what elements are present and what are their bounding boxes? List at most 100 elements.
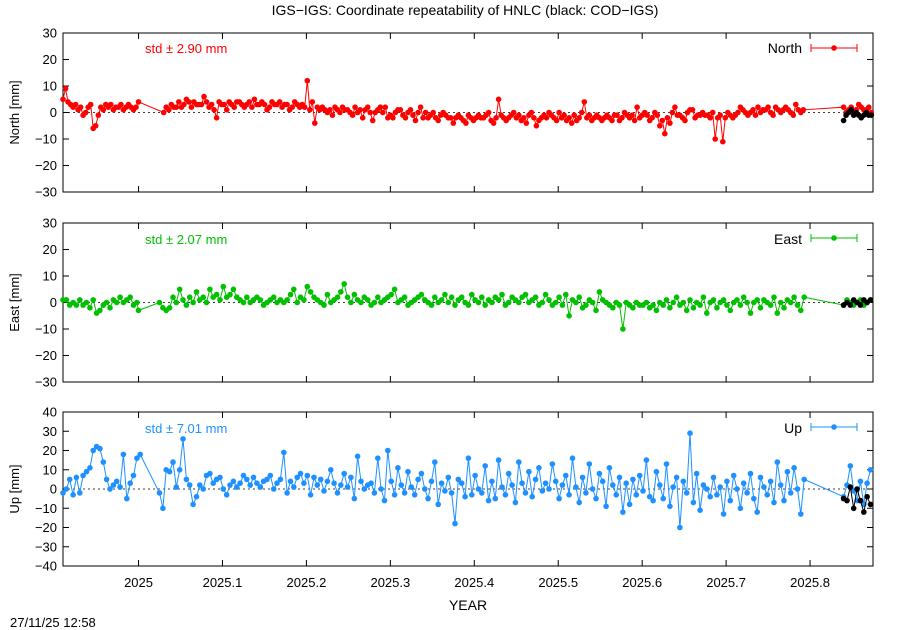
panel-up-igs-point <box>113 478 120 485</box>
panel-up-igs-point <box>633 492 640 498</box>
panel-up-igs-point <box>200 486 206 492</box>
panel-up-igs-point <box>328 467 334 473</box>
panel-up-ytick-label: 40 <box>43 405 57 420</box>
panel-north-igs-point <box>450 120 457 126</box>
panel-east-igs-point <box>200 294 206 301</box>
panel-up-ytick-label: −20 <box>35 520 57 535</box>
panel-east-igs-point <box>364 297 371 303</box>
panel-east-igs-point <box>156 299 163 306</box>
panel-north-igs-point <box>377 104 384 110</box>
panel-up-igs-point <box>663 461 670 467</box>
panel-east-igs-point <box>740 294 747 301</box>
panel-up-igs-point <box>495 457 502 463</box>
panel-north-igs-point <box>689 107 696 113</box>
panel-north-igs-point <box>581 99 588 105</box>
panel-east-igs-point <box>700 294 707 301</box>
panel-east-igs-point <box>593 307 599 314</box>
panel-north-igs-point <box>100 107 107 113</box>
panel-up-igs-point <box>857 478 864 485</box>
x-axis-label: YEAR <box>449 597 487 613</box>
panel-north-igs-point <box>284 101 290 108</box>
panel-north-igs-point <box>312 120 318 126</box>
panel-north-igs-point <box>221 101 227 108</box>
panel-east-igs-point <box>724 302 730 308</box>
panel-east-igs-point <box>127 294 133 301</box>
panel-north-igs-point <box>840 104 847 110</box>
panel-up-igs-point <box>351 495 358 502</box>
panel-north-igs-point <box>576 115 582 121</box>
panel-north: −30 −20 −10 0 10 20 30 North [mm] std ± 2.90 m… <box>7 26 875 200</box>
panel-up-igs-point <box>489 478 495 485</box>
panel-east-igs-point <box>643 299 650 306</box>
panel-north-igs-point <box>367 109 374 116</box>
panel-north-igs-point <box>304 77 311 84</box>
legend-point <box>831 45 837 51</box>
panel-north-igs-point <box>357 107 363 113</box>
panel-up-igs-point <box>183 476 190 483</box>
panel-east-igs-point <box>727 307 734 314</box>
panel-east-igs-point <box>304 283 311 290</box>
panel-east-cod-point <box>857 302 864 308</box>
panel-up-igs-point <box>110 482 117 488</box>
panel-up-igs-point <box>334 490 341 496</box>
panel-up-igs-point <box>415 476 421 483</box>
panel-east-igs-point <box>452 302 458 308</box>
panel-up-cod-point <box>857 497 864 504</box>
panel-up-igs-point <box>499 484 505 490</box>
panel-up-igs-point <box>341 470 348 477</box>
panel-up-ytick-label: −40 <box>35 559 57 574</box>
panel-up-igs-point <box>391 492 398 498</box>
panel-east-igs-point <box>777 299 784 306</box>
panel-east-igs-point <box>338 289 344 295</box>
panel-up-igs-point <box>620 509 626 515</box>
panel-up-igs-point <box>130 472 137 479</box>
panel-north-igs-point <box>659 117 666 124</box>
panel-north-igs-point <box>246 99 253 105</box>
panel-north-igs-point <box>717 112 723 118</box>
panel-up-ylabel: Up [mm] <box>7 464 22 513</box>
panel-north-igs-point <box>198 101 205 108</box>
panel-east-igs-point <box>566 313 572 319</box>
panel-east-igs-point <box>270 294 277 301</box>
panel-up-igs-point <box>566 492 572 498</box>
panel-east-igs-point <box>321 302 327 308</box>
panel-up-igs-point <box>569 455 576 462</box>
panel-north-igs-point <box>186 99 192 105</box>
panel-up-igs-point <box>368 480 374 487</box>
panel-north-igs-point <box>631 117 638 124</box>
panel-up-cod-point <box>854 486 860 492</box>
panel-east-igs-point <box>704 310 710 316</box>
panel-up-igs-point <box>630 476 636 483</box>
panel-up-igs-point <box>791 465 797 471</box>
panel-up-igs-point <box>751 495 757 502</box>
panel-north-igs-point <box>420 115 426 121</box>
panel-up-igs-point <box>137 451 143 458</box>
panel-east-igs-point <box>563 291 569 298</box>
panel-up-ytick-label: −30 <box>35 539 57 554</box>
panel-north-igs-point <box>249 104 255 110</box>
panel-east-igs-point <box>482 302 489 308</box>
panel-up-igs-point <box>331 480 337 487</box>
panel-up-igs-point <box>418 470 425 477</box>
panel-north-igs-point <box>77 104 84 110</box>
panel-north-igs-point <box>173 104 180 110</box>
panel-north-igs-point <box>301 104 308 110</box>
panel-east-igs-point <box>87 305 93 311</box>
panel-east-igs-point <box>801 294 807 301</box>
panel-north-igs-point <box>531 115 537 121</box>
panel-north-igs-point <box>657 123 663 129</box>
panel-up-igs-point <box>311 474 317 481</box>
panel-up-igs-point <box>532 476 539 483</box>
x-tick-label: 2025 <box>124 575 153 590</box>
panel-east-igs-point <box>667 305 673 311</box>
panel-east-igs-point <box>170 294 176 301</box>
panel-north-ytick-label: 20 <box>43 52 57 67</box>
panel-east-igs-point <box>448 294 455 301</box>
panel-north-igs-point <box>203 99 210 105</box>
panel-north-igs-point <box>866 104 872 110</box>
timestamp: 27/11/25 12:58 <box>10 615 96 630</box>
panel-east-igs-point <box>291 286 297 293</box>
panel-east-igs-point <box>442 291 448 298</box>
panel-up-igs-point <box>529 493 535 500</box>
panel-east-igs-point <box>183 302 190 308</box>
